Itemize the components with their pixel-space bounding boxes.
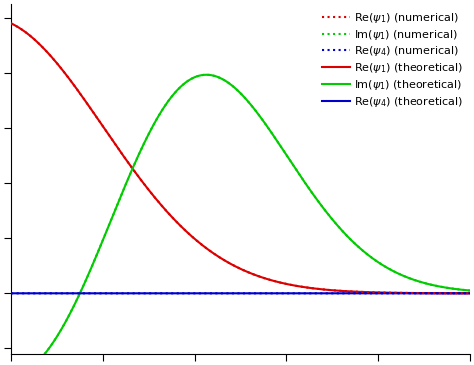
Legend: Re($\psi_1$) (numerical), Im($\psi_1$) (numerical), Re($\psi_4$) (numerical), Re: Re($\psi_1$) (numerical), Im($\psi_1$) (… bbox=[318, 7, 468, 113]
